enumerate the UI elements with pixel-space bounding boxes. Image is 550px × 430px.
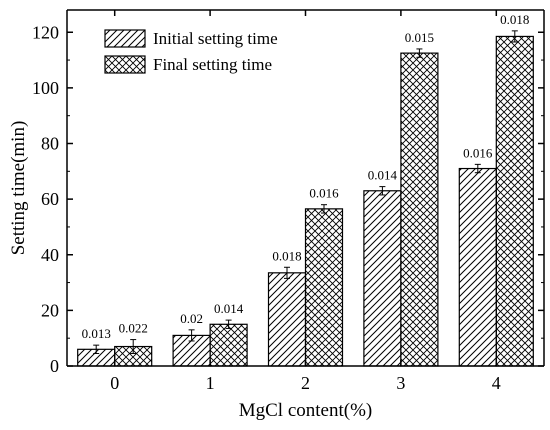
y-tick-label: 20 [41, 300, 59, 320]
y-tick-label: 100 [32, 78, 59, 98]
data-label: 0.014 [214, 301, 244, 316]
plot-area: 0.013 0.02 0.018 0.014 0.016 0.022 0.014 0.016 0… [8, 9, 545, 421]
x-tick-label: 0 [110, 373, 119, 393]
y-tick-label: 60 [41, 189, 59, 209]
x-tick-label: 4 [492, 373, 501, 393]
data-label: 0.016 [463, 145, 493, 160]
legend-swatch-initial [104, 29, 146, 48]
x-axis-title: MgCl content(%) [239, 400, 373, 421]
data-label: 0.018 [272, 248, 301, 263]
data-label: 0.016 [309, 186, 339, 201]
data-label: 0.02 [180, 311, 203, 326]
x-tick-label: 3 [396, 373, 405, 393]
bar-initial-2 [267, 272, 307, 367]
data-label: 0.013 [82, 326, 111, 341]
data-label: 0.018 [500, 12, 529, 27]
data-label: 0.015 [405, 30, 434, 45]
bar-initial-3 [363, 190, 402, 367]
legend-swatch-final [104, 55, 146, 74]
bar-initial-4 [458, 167, 497, 367]
bar-final-1 [209, 323, 248, 367]
x-tick-label: 2 [301, 373, 310, 393]
legend-label: Initial setting time [153, 29, 278, 48]
legend-label: Final setting time [153, 55, 272, 74]
bar-final-3 [400, 52, 439, 367]
bar-final-2 [304, 208, 344, 367]
x-tick-label: 1 [206, 373, 215, 393]
data-label: 0.022 [119, 321, 148, 336]
y-tick-label: 40 [41, 245, 59, 265]
data-label: 0.014 [368, 168, 398, 183]
bar-final-4 [495, 35, 534, 367]
y-tick-label: 80 [41, 134, 59, 154]
y-axis-title: Setting time(min) [8, 121, 29, 256]
y-tick-label: 0 [50, 356, 59, 376]
y-tick-label: 120 [32, 22, 59, 42]
